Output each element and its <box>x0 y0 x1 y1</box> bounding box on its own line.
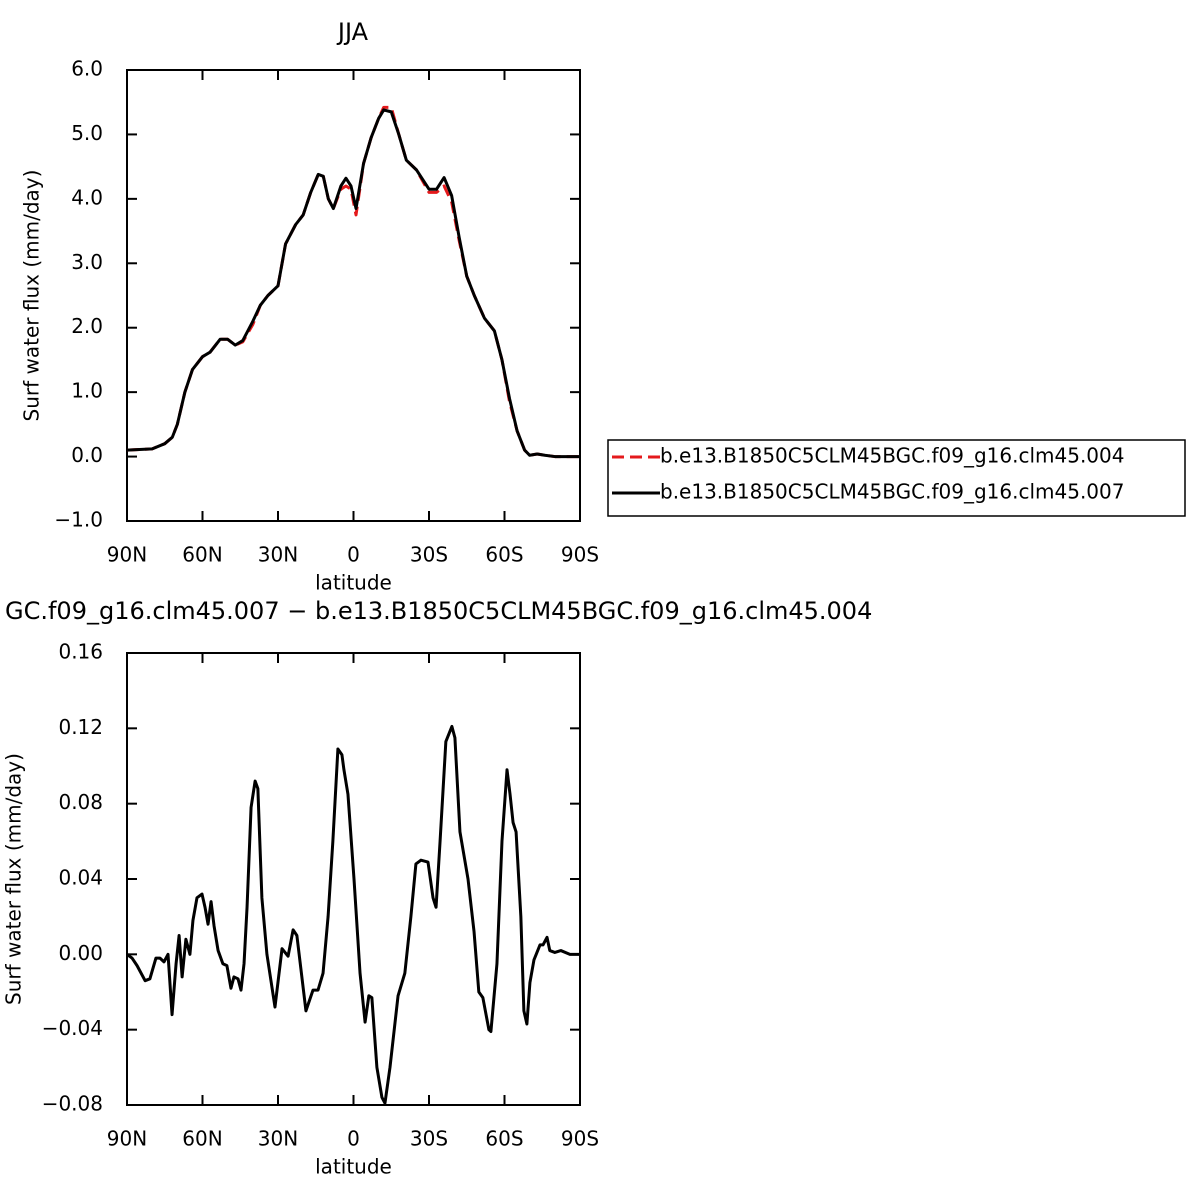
x-axis-label: latitude <box>315 571 392 595</box>
x-tick-label: 60S <box>485 1127 523 1151</box>
x-tick-label: 0 <box>347 1127 360 1151</box>
y-tick-label: 0.00 <box>58 941 103 965</box>
y-axis-label: Surf water flux (mm/day) <box>2 753 26 1005</box>
x-tick-label: 60S <box>485 543 523 567</box>
legend-label: b.e13.B1850C5CLM45BGC.f09_g16.clm45.004 <box>660 444 1124 468</box>
y-axis-label: Surf water flux (mm/day) <box>20 170 44 422</box>
x-tick-label: 30S <box>410 543 448 567</box>
x-tick-label: 60N <box>182 1127 222 1151</box>
chart-title: JJA <box>336 18 369 46</box>
y-tick-label: 4.0 <box>71 185 103 209</box>
x-axis-label: latitude <box>315 1155 392 1179</box>
x-tick-label: 60N <box>182 543 222 567</box>
legend-label: b.e13.B1850C5CLM45BGC.f09_g16.clm45.007 <box>660 480 1124 504</box>
x-tick-label: 30N <box>258 1127 298 1151</box>
y-tick-label: −1.0 <box>54 508 103 532</box>
x-tick-label: 90S <box>561 1127 599 1151</box>
y-tick-label: 0.16 <box>58 640 103 664</box>
y-tick-label: 0.08 <box>58 790 103 814</box>
x-tick-label: 0 <box>347 543 360 567</box>
series-line <box>126 108 580 459</box>
x-tick-label: 90S <box>561 543 599 567</box>
y-tick-label: −0.08 <box>42 1092 103 1116</box>
x-tick-label: 30S <box>410 1127 448 1151</box>
series-line <box>126 724 580 1105</box>
x-tick-label: 30N <box>258 543 298 567</box>
y-tick-label: 1.0 <box>71 379 103 403</box>
y-tick-label: 0.04 <box>58 866 103 890</box>
y-tick-label: 2.0 <box>71 314 103 338</box>
y-tick-label: 0.0 <box>71 443 103 467</box>
y-tick-label: 0.12 <box>58 715 103 739</box>
x-tick-label: 90N <box>107 543 147 567</box>
chart-title: GC.f09_g16.clm45.007 − b.e13.B1850C5CLM4… <box>5 597 872 625</box>
y-tick-label: 5.0 <box>71 121 103 145</box>
y-tick-label: 6.0 <box>71 57 103 81</box>
legend-box <box>607 439 1186 517</box>
x-tick-label: 90N <box>107 1127 147 1151</box>
y-tick-label: 3.0 <box>71 250 103 274</box>
y-tick-label: −0.04 <box>42 1016 103 1040</box>
